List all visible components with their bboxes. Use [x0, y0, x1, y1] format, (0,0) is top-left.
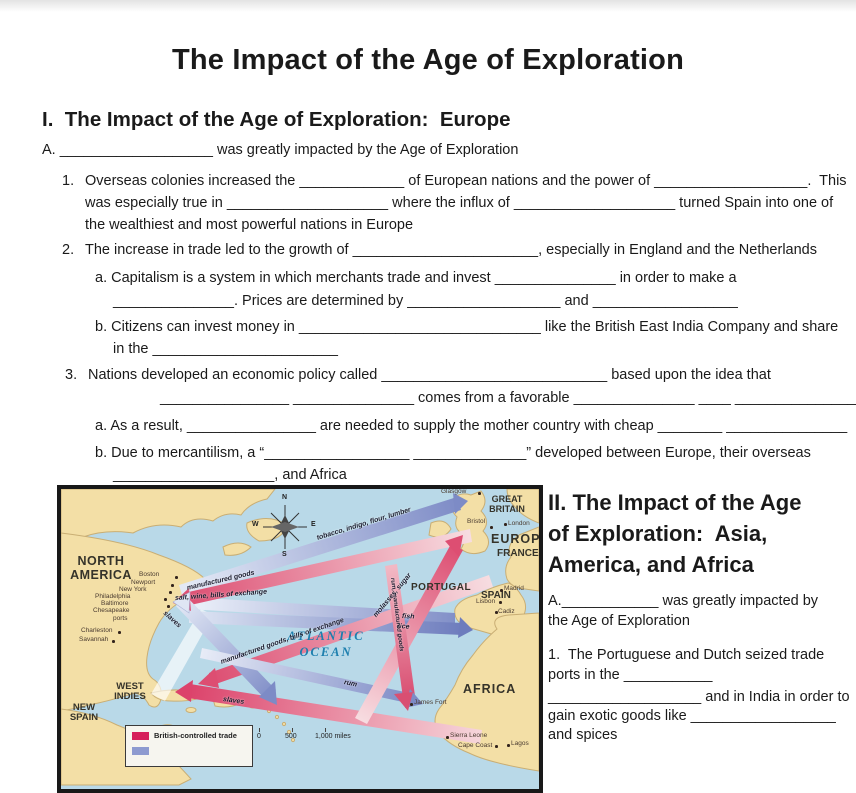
- city-dot-lagos: [507, 744, 510, 747]
- region-label-france: FRANCE: [497, 548, 539, 559]
- city-dot-james-fort: [410, 703, 413, 706]
- city-dot-bristol: [490, 526, 493, 529]
- item3b-line1: b. Due to mercantilism, a “_____________…: [95, 445, 811, 461]
- city-label-philadelphia: Philadelphia: [95, 593, 131, 600]
- item2a-line2: _______________. Prices are determined b…: [113, 293, 738, 309]
- scale-label-0: 0: [257, 733, 261, 740]
- compass-e-label: E: [311, 521, 316, 528]
- city-dot-cape-coast: [495, 745, 498, 748]
- item3b-line2: ____________________, and Africa: [113, 467, 347, 483]
- city-dot-boston: [175, 576, 178, 579]
- city-label-savannah: Savannah: [79, 636, 109, 643]
- city-dot-madrid: [500, 589, 503, 592]
- section2-item1-line2: ports in the ___________: [548, 667, 713, 683]
- item3-line1: Nations developed an economic policy cal…: [88, 367, 771, 383]
- item1-line3: the wealthiest and most powerful nations…: [85, 217, 414, 233]
- city-label-james-fort: James Fort: [414, 699, 447, 706]
- region-label-europe: EUROPE: [491, 532, 541, 546]
- city-dot-lisbon: [499, 601, 502, 604]
- legend-row-colonial: [132, 747, 149, 755]
- region-label-north-america: NORTH AMERICA: [70, 554, 132, 582]
- city-label-cape-coast: Cape Coast: [458, 742, 493, 749]
- section2-heading-line2: of Exploration: Asia,: [548, 521, 768, 546]
- item3-number: 3.: [65, 367, 78, 383]
- section2-line-a1: A.____________ was greatly impacted by: [548, 593, 819, 609]
- city-dot-london: [504, 523, 507, 526]
- city-dot-baltimore: [167, 605, 170, 608]
- page-title: The Impact of the Age of Exploration: [171, 44, 685, 76]
- section1-heading: I. The Impact of the Age of Exploration:…: [42, 108, 511, 131]
- city-dot-new-york: [169, 591, 172, 594]
- item2b-line2: in the _______________________: [113, 341, 338, 357]
- legend-swatch-colonial-trade: [132, 747, 149, 755]
- section1-line-a: A. ___________________ was greatly impac…: [42, 142, 519, 158]
- city-label-cadiz: Cadiz: [498, 608, 515, 615]
- section2-item1-line4: gain exotic goods like _________________…: [548, 708, 836, 724]
- region-label-west-indies: WEST INDIES: [114, 681, 146, 703]
- compass-n-label: N: [282, 494, 288, 501]
- city-label-baltimore: Baltimore: [101, 600, 129, 607]
- viewer-top-edge: [0, 0, 856, 12]
- legend-row-british: British-controlled trade: [132, 731, 237, 740]
- city-label-charleston: Charleston: [81, 627, 113, 634]
- city-label-chesapeake-ports: ports: [113, 615, 128, 622]
- city-dot-sierra-leone: [446, 736, 449, 739]
- city-label-lisbon: Lisbon: [476, 598, 496, 605]
- city-dot-newport: [171, 584, 174, 587]
- scale-tick-1000: [325, 728, 326, 732]
- city-dot-charleston: [118, 631, 121, 634]
- city-label-london: London: [508, 520, 530, 527]
- section2-item1-line3: ___________________ and in India in orde…: [548, 689, 850, 705]
- route-label-fish: fish: [401, 613, 415, 621]
- city-label-bristol: Bristol: [467, 518, 486, 525]
- item1-line1: Overseas colonies increased the ________…: [85, 173, 847, 189]
- region-label-great-britain: GREAT BRITAIN: [489, 494, 525, 514]
- section2-item1-line1: 1. The Portuguese and Dutch seized trade: [548, 647, 825, 663]
- item1-number: 1.: [62, 173, 75, 189]
- item1-line2: was especially true in _________________…: [85, 195, 834, 211]
- item2-number: 2.: [62, 242, 75, 258]
- trade-map-graphic: [61, 489, 539, 786]
- item2-line1: The increase in trade led to the growth …: [85, 242, 817, 258]
- item2b-line1: b. Citizens can invest money in ________…: [95, 319, 839, 335]
- atlantic-trade-map: N W E S NORTH AMERICA GREAT BRITAIN EURO…: [57, 485, 543, 793]
- city-label-madrid: Madrid: [504, 585, 524, 592]
- city-label-glasgow: Glasgow: [441, 488, 467, 495]
- legend-label-british-trade: British-controlled trade: [154, 731, 237, 740]
- scale-label-1000-miles: 1,000 miles: [315, 733, 351, 740]
- item2a-line1: a. Capitalism is a system in which merch…: [95, 270, 737, 286]
- section2-line-a2: the Age of Exploration: [548, 613, 690, 629]
- item3-line2: ________________ _______________ comes f…: [160, 390, 856, 406]
- region-label-portugal: PORTUGAL: [411, 582, 472, 593]
- city-label-sierra-leone: Sierra Leone: [450, 732, 488, 739]
- city-dot-glasgow: [478, 492, 481, 495]
- map-legend: British-controlled trade: [125, 725, 253, 767]
- region-label-spain: SPAIN: [481, 590, 511, 601]
- region-label-africa: AFRICA: [463, 682, 517, 696]
- atlantic-ocean-label: ATLANTIC OCEAN: [287, 629, 365, 659]
- scale-label-500: 500: [285, 733, 297, 740]
- compass-s-label: S: [282, 551, 287, 558]
- compass-w-label: W: [252, 521, 259, 528]
- city-dot-cadiz: [495, 611, 498, 614]
- section2-item1-line5: and spices: [548, 727, 618, 743]
- city-label-chesapeake: Chesapeake: [93, 607, 130, 614]
- city-label-newport: Newport: [131, 579, 156, 586]
- section2-heading-line1: II. The Impact of the Age: [548, 490, 802, 515]
- scale-tick-500: [292, 728, 293, 732]
- city-dot-savannah: [112, 640, 115, 643]
- legend-swatch-british-trade: [132, 731, 149, 740]
- scale-tick-0: [259, 728, 260, 732]
- section2-heading-line3: America, and Africa: [548, 552, 754, 577]
- region-label-new-spain: NEW SPAIN: [69, 702, 99, 724]
- city-dot-philadelphia: [164, 598, 167, 601]
- item3a-line1: a. As a result, ________________ are nee…: [95, 418, 848, 434]
- city-label-boston: Boston: [139, 571, 160, 578]
- city-label-new-york: New York: [119, 586, 147, 593]
